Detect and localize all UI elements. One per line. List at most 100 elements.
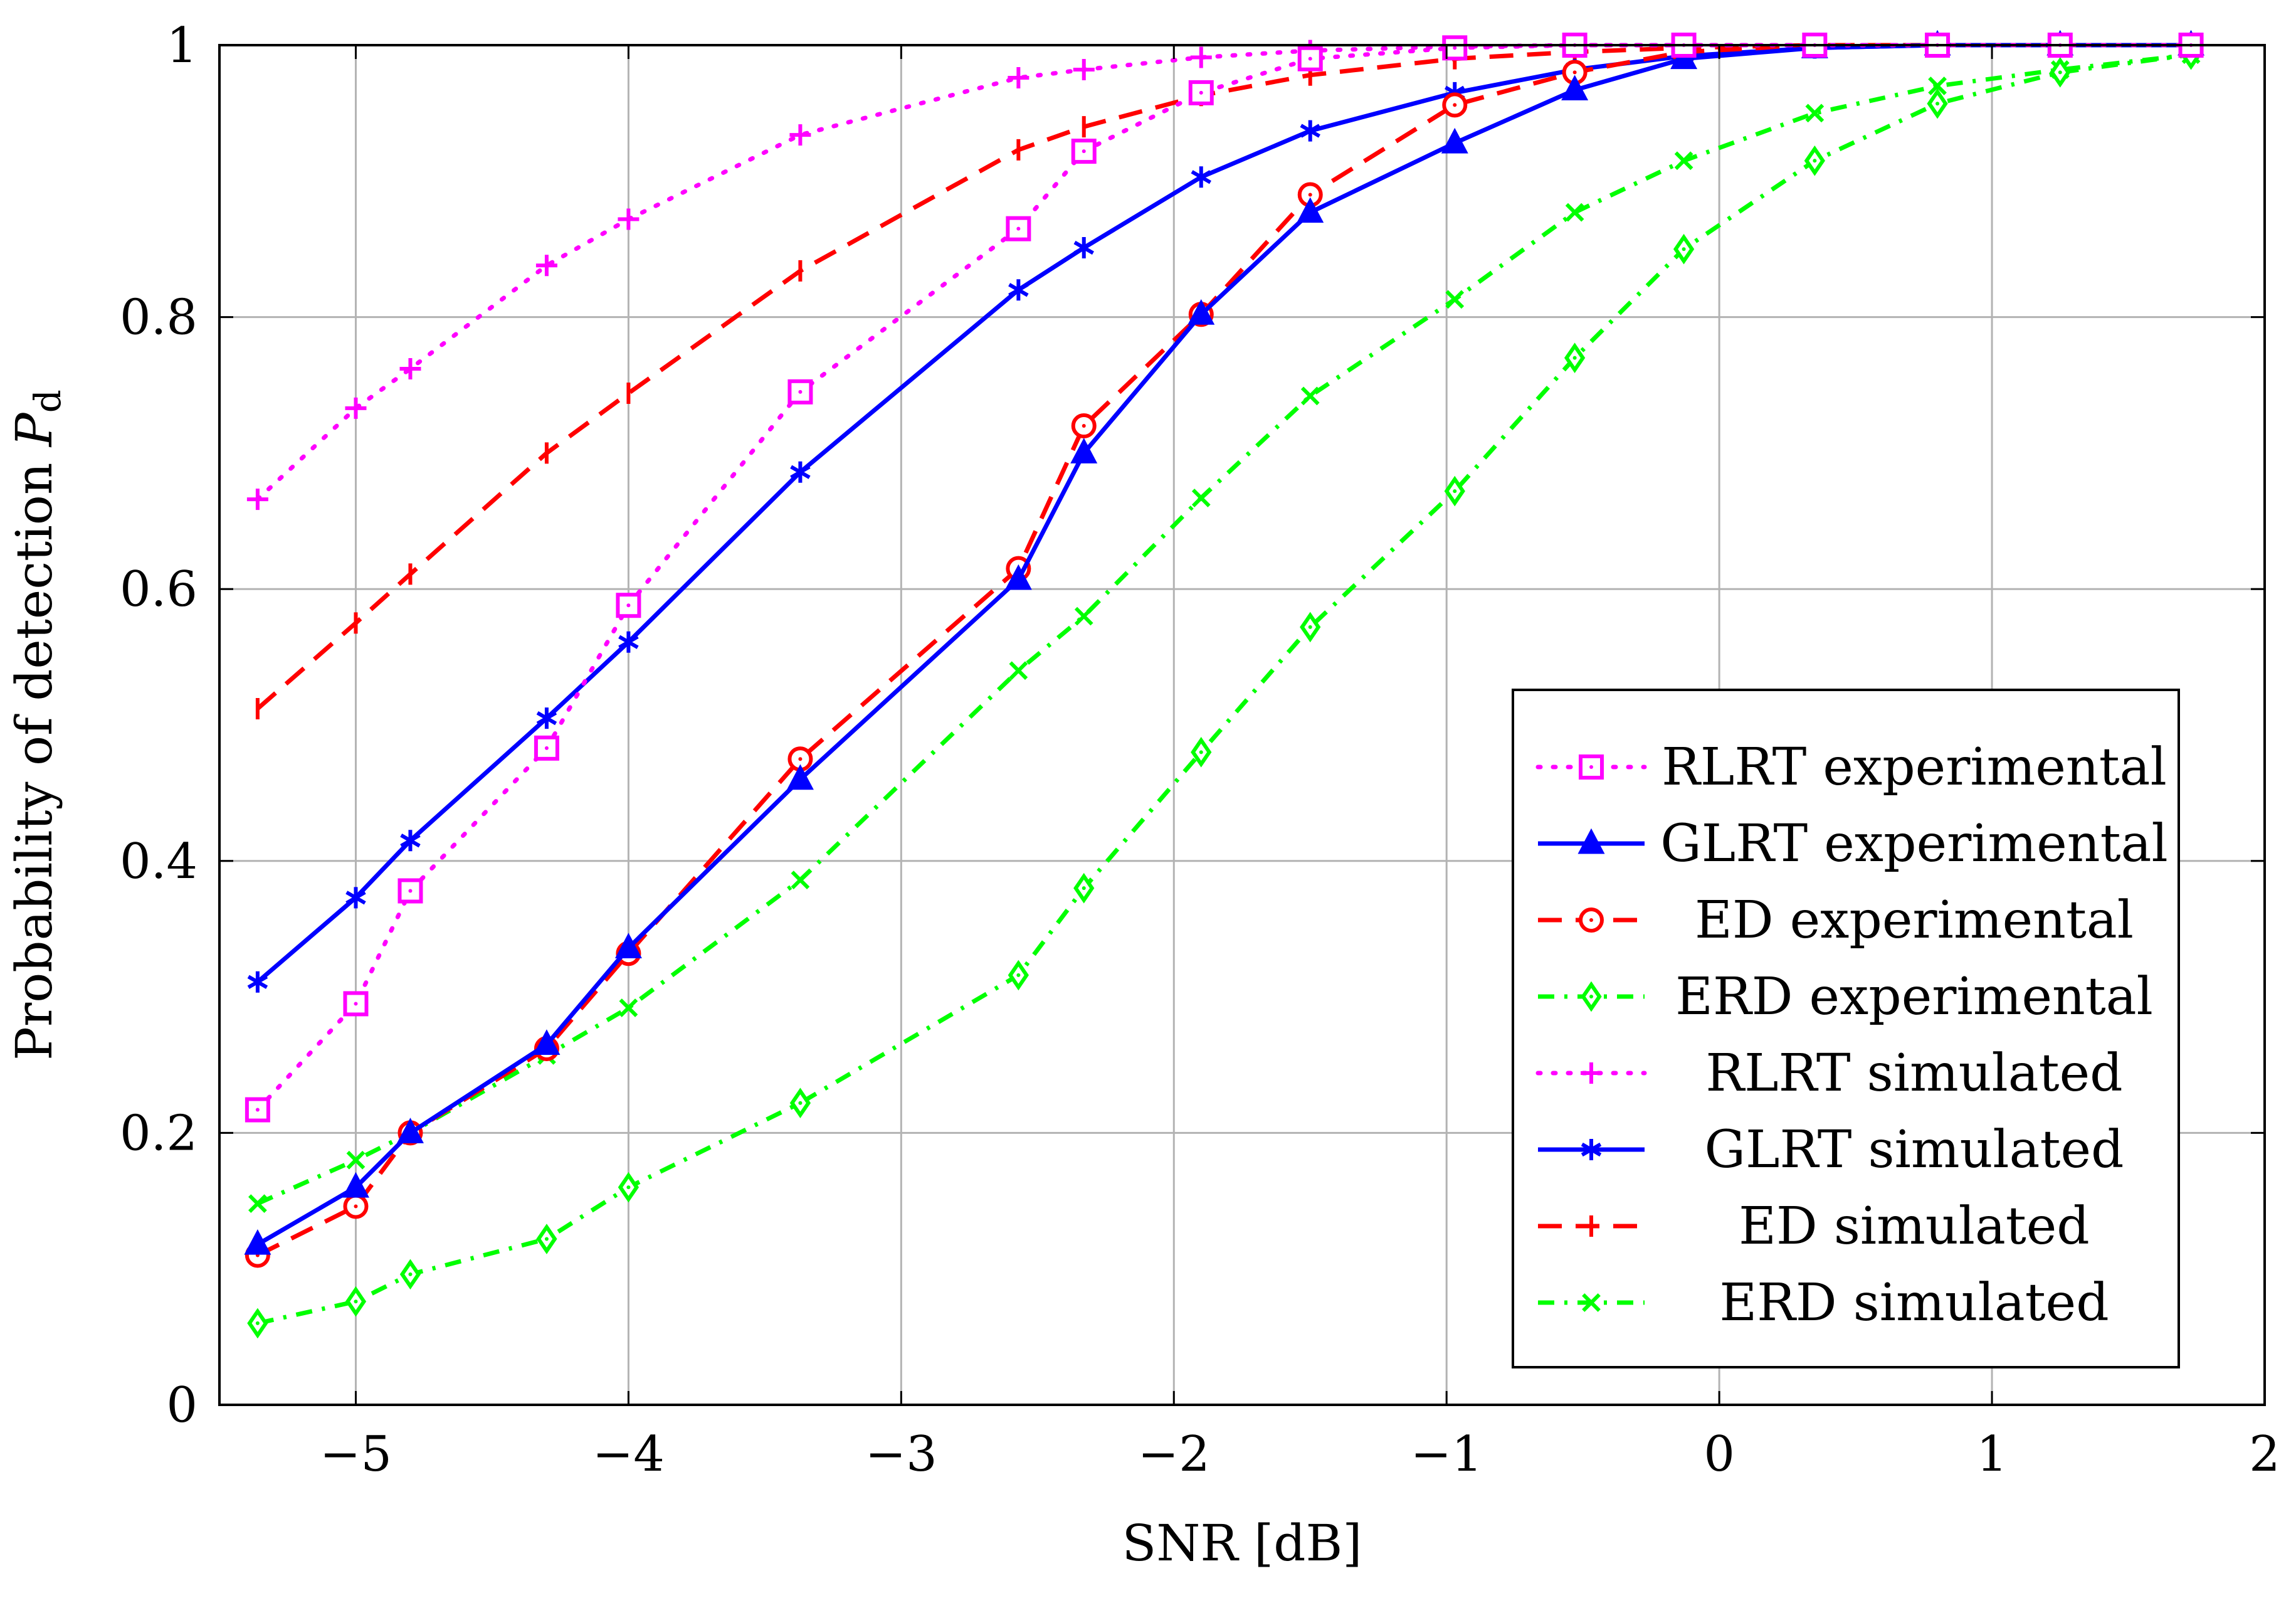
x-tick-label: 2 [2249,1426,2280,1483]
data-point [618,208,640,230]
y-tick-label: 1 [166,18,197,74]
legend-label: GLRT simulated [1705,1120,2124,1180]
legend-label: ERD experimental [1675,967,2153,1027]
data-point [1300,120,1320,142]
legend-box [1512,689,2180,1368]
legend-item-glrt-experimental: GLRT experimental [1538,814,2168,874]
data-point [1008,960,1029,991]
legend-swatch-marker [1581,1062,1602,1084]
y-tick-label: 0.8 [120,290,197,346]
data-point [1070,438,1098,463]
data-point [244,1229,271,1255]
legend-swatch-marker [1582,1293,1601,1312]
x-tick-label: −3 [865,1426,937,1483]
legend-item-erd-simulated: ERD simulated [1538,1273,2109,1333]
legend-item-erd-experimental: ERD experimental [1538,967,2153,1027]
data-point [345,397,367,419]
legend-item-rlrt-simulated: RLRT simulated [1535,1044,2123,1103]
data-point [1073,237,1094,259]
legend-label: GLRT experimental [1660,814,2167,874]
x-tick-label: −4 [592,1426,665,1483]
data-point [1300,386,1320,406]
data-point [789,1087,811,1119]
data-point [1444,475,1465,507]
legend-label: RLRT experimental [1661,738,2167,797]
y-tick-label: 0.2 [120,1105,197,1161]
y-axis-label-symbol: P [5,412,63,448]
data-point [1561,75,1589,101]
data-point [247,971,268,993]
data-point [619,998,638,1017]
data-point [534,735,559,761]
data-point [1071,413,1097,439]
data-point [533,1029,561,1055]
data-point [1004,564,1032,590]
data-point [396,1118,424,1143]
data-point [400,830,421,852]
x-tick-label: 1 [1976,1426,2008,1483]
data-point [790,461,811,483]
data-point [1442,35,1468,61]
data-point [1674,151,1693,171]
data-point [614,933,642,959]
legend-swatch-marker [1581,1139,1602,1160]
y-axis-label-text: Probability of detection [5,447,63,1061]
legend-swatch-marker [1577,828,1605,854]
y-tick-label: 0.4 [120,833,197,890]
data-point [1191,489,1211,507]
data-point [1191,737,1212,768]
data-point [346,1150,366,1170]
x-tick-label: −2 [1138,1426,1210,1483]
data-point [2050,57,2071,88]
data-point [399,1259,421,1290]
data-point [1188,80,1214,105]
y-axis-label: Probability of detection Pd [5,389,69,1061]
data-point [1441,127,1468,154]
legend-label: ERD simulated [1719,1273,2109,1333]
data-point [789,124,811,146]
data-point [345,887,366,909]
data-point [616,593,641,618]
data-point [1071,139,1097,164]
data-point [1804,145,1825,176]
y-tick-label: 0 [166,1377,197,1434]
legend-swatch-marker [1581,981,1602,1012]
legend: RLRT experimental GLRT experimental ED exp… [1512,689,2180,1368]
data-point [1445,290,1465,309]
x-tick-label: 0 [1704,1426,1735,1483]
data-point [787,379,813,405]
data-point [1805,103,1825,123]
legend-swatch-marker [1579,907,1604,933]
data-point [399,357,421,379]
data-point [535,255,557,277]
x-axis-label: SNR [dB] [1122,1514,1362,1572]
data-point [345,1286,367,1317]
data-point [1564,342,1586,373]
legend-swatch-marker [1579,754,1604,780]
data-point [343,1193,369,1219]
data-point [1187,299,1215,325]
data-point [248,1194,267,1214]
legend-label: ED experimental [1695,891,2134,950]
data-point [245,1097,270,1123]
data-point [536,707,557,729]
data-point [1928,77,1947,95]
data-point [1297,197,1324,223]
legend-item-ed-simulated: ED simulated [1538,1197,2090,1256]
y-tick-label: 0.6 [120,561,197,618]
data-point [791,870,810,890]
data-point [1074,606,1093,626]
data-point [786,764,814,790]
data-point [1073,872,1095,904]
data-point [1297,46,1323,71]
data-point [398,878,423,904]
data-point [1442,92,1468,118]
plot-frame [218,44,2266,1406]
legend-item-ed-experimental: ED experimental [1538,891,2134,950]
data-point [1008,67,1030,89]
legend-item-glrt-simulated: GLRT simulated [1538,1120,2124,1180]
data-point [247,1308,268,1339]
legend-label: RLRT simulated [1705,1044,2122,1103]
data-point [536,1224,557,1254]
data-point [1008,279,1029,301]
